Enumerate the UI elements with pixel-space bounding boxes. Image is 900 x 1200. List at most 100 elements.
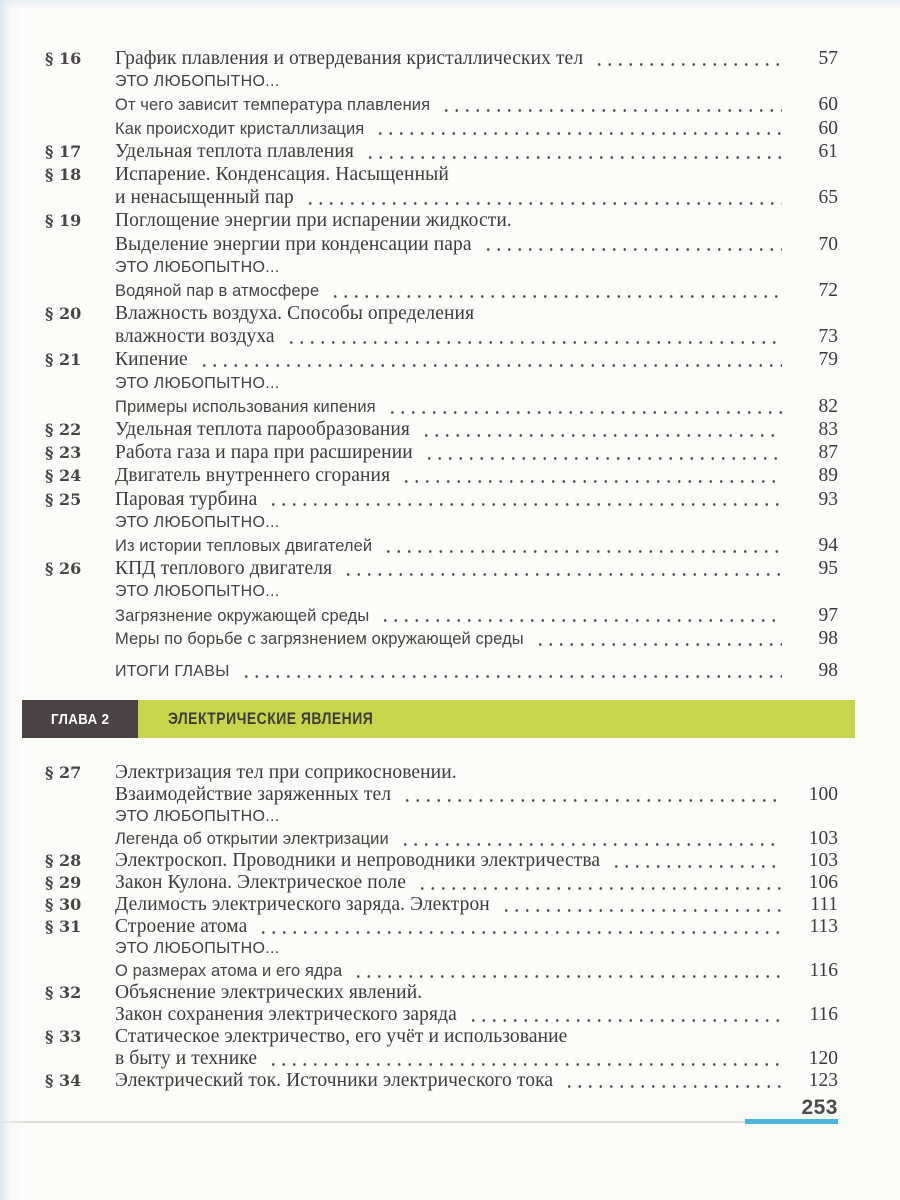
entry-title: ЭТО ЛЮБОПЫТНО... [115, 583, 280, 601]
entry-title: Электризация тел при соприкосновении. [115, 762, 457, 784]
toc-entry: Закон сохранения электрического заряда 11… [45, 1004, 838, 1027]
entry-page-number: 116 [809, 1004, 838, 1026]
entry-page-number: 100 [808, 784, 838, 806]
entry-page-number: 97 [818, 604, 839, 626]
entry-title: Как происходит кристаллизация [115, 119, 365, 138]
dot-leader [351, 960, 782, 983]
toc-entry: Легенда об открытии электризации 103 [45, 828, 838, 851]
page-number: 253 [801, 1096, 838, 1119]
toc-entry: в быту и технике 120 [45, 1048, 838, 1071]
toc-entry: § 21 Кипение 79 [45, 348, 839, 372]
entry-page-number: 87 [818, 442, 839, 464]
dot-leader [266, 487, 782, 511]
dot-leader [480, 232, 782, 256]
entry-page-number: 60 [818, 117, 839, 139]
paragraph-number: § 23 [45, 443, 82, 463]
toc-entry: § 25 Паровая турбина 93 [45, 487, 838, 511]
entry-page-number: 61 [818, 140, 839, 162]
entry-page-number: 83 [818, 419, 839, 440]
toc-chapter2-list: § 27 Электризация тел при соприкосновении… [0, 762, 900, 1093]
toc-entry: § 32 Объяснение электрических явлений. [45, 982, 838, 1004]
toc-chapter1-list: § 16 График плавления и отвердевания крис… [45, 47, 839, 683]
toc-entry: влажности воздуха 73 [45, 325, 838, 349]
paragraph-number: § 28 [45, 851, 82, 871]
paragraph-number: § 32 [45, 983, 82, 1003]
paragraph-number: § 17 [45, 141, 82, 161]
toc-entry: ЭТО ЛЮБОПЫТНО... [45, 372, 838, 395]
paragraph-number: § 26 [45, 559, 82, 579]
entry-page-number: 60 [818, 94, 839, 116]
toc-entry: Как происходит кристаллизация 60 [45, 116, 839, 140]
entry-title: Выделение энергии при конденсации пара [115, 233, 472, 255]
dot-leader [609, 850, 782, 873]
entry-page-number: 89 [818, 465, 839, 487]
entry-page-number: 65 [818, 187, 839, 209]
dot-leader [419, 418, 782, 442]
entry-title: Загрязнение окружающей среды [115, 606, 370, 625]
entry-title: Двигатель внутреннего сгорания [115, 465, 391, 487]
entry-page-number: 57 [818, 48, 839, 69]
toc-entry: § 20 Влажность воздуха. Способы определен… [45, 302, 838, 325]
entry-title: О размерах атома и его ядра [115, 962, 343, 981]
entry-page-number: 70 [818, 233, 839, 255]
entry-title: Удельная теплота парообразования [115, 419, 410, 440]
dot-leader [384, 394, 782, 418]
toc-entry: Из истории тепловых двигателей 94 [45, 533, 838, 558]
entry-page-number: 82 [818, 395, 839, 417]
paragraph-number: § 29 [45, 873, 82, 893]
paragraph-number: § 21 [45, 350, 82, 370]
footer-rule [0, 1121, 745, 1123]
dot-leader [266, 1048, 782, 1071]
entry-title: в быту и технике [115, 1048, 258, 1070]
dot-leader [498, 894, 782, 917]
entry-title: Кипение [115, 349, 188, 371]
entry-title: Паровая турбина [115, 488, 258, 510]
entry-page-number: 103 [808, 828, 838, 850]
entry-title: ИТОГИ ГЛАВЫ [115, 662, 230, 680]
dot-leader [362, 139, 782, 163]
entry-page-number: 106 [808, 872, 838, 894]
entry-title: Статическое электричество, его учёт и ис… [115, 1026, 568, 1048]
entry-page-number: 79 [818, 349, 839, 371]
toc-entry: О размерах атома и его ядра 116 [45, 960, 838, 983]
toc-entry: § 29 Закон Кулона. Электрическое поле 106 [45, 872, 838, 895]
toc-entry: Выделение энергии при конденсации пара 70 [45, 232, 839, 256]
toc-entry: § 34 Электрический ток. Источники электри… [45, 1070, 838, 1093]
entry-title: От чего зависит температура плавления [115, 96, 431, 115]
entry-title: Испарение. Конденсация. Насыщенный [115, 163, 449, 185]
paragraph-number: § 19 [45, 211, 82, 231]
entry-page-number: 120 [808, 1048, 838, 1070]
dot-leader [415, 872, 782, 895]
entry-title: Удельная теплота плавления [115, 140, 354, 162]
toc-entry: § 31 Строение атома 113 [45, 916, 838, 939]
dot-leader [562, 1070, 782, 1093]
entry-page-number: 116 [809, 960, 838, 982]
dot-leader [400, 784, 782, 807]
toc-entry: § 27 Электризация тел при соприкосновении… [45, 762, 838, 784]
entry-title: Закон сохранения электрического заряда [115, 1004, 457, 1026]
dot-leader [421, 441, 782, 465]
toc-entry: Взаимодействие заряженных тел 100 [45, 784, 838, 807]
entry-title: Влажность воздуха. Способы определения [115, 303, 475, 325]
entry-title: и ненасыщенный пар [115, 187, 294, 209]
toc-entry: § 22 Удельная теплота парообразования 83 [45, 418, 839, 442]
entry-title: Легенда об открытии электризации [115, 830, 389, 849]
toc-entry: § 26 КПД теплового двигателя 95 [45, 557, 838, 581]
dot-leader [196, 348, 782, 372]
entry-page-number: 111 [810, 894, 838, 916]
dot-leader [378, 603, 782, 627]
entry-title: ЭТО ЛЮБОПЫТНО... [115, 73, 280, 91]
entry-title: Водяной пар в атмосфере [115, 281, 320, 300]
dot-leader [439, 93, 782, 117]
dot-leader [302, 186, 782, 210]
toc-entry: § 23 Работа газа и пара при расширении 87 [45, 441, 839, 465]
entry-title: Строение атома [115, 916, 248, 938]
toc-entry: § 19 Поглощение энергии при испарении жид… [45, 209, 838, 232]
entry-page-number: 103 [808, 850, 838, 872]
dot-leader [341, 557, 782, 581]
dot-leader [592, 47, 782, 71]
footer-accent-bar [745, 1119, 838, 1124]
dot-leader [238, 658, 782, 683]
paragraph-number: § 31 [45, 917, 82, 937]
